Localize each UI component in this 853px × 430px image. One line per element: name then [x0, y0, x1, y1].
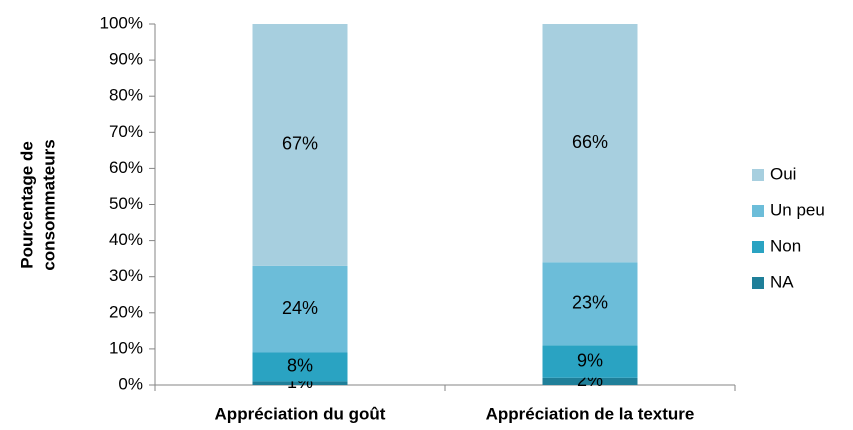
- bar-segment: [542, 377, 638, 385]
- data-label: 23%: [572, 293, 608, 313]
- legend-label: Un peu: [770, 200, 825, 219]
- y-axis-title-line: Pourcentage de: [17, 141, 36, 269]
- y-axis-title-line: consommateurs: [39, 139, 58, 270]
- legend-label: Oui: [770, 164, 796, 183]
- y-tick-label: 40%: [109, 230, 143, 249]
- bar-segment: [542, 262, 638, 346]
- data-label: 8%: [287, 356, 313, 376]
- bar-segment: [252, 24, 348, 266]
- bar-segment: [542, 24, 638, 263]
- legend-label: NA: [770, 272, 794, 291]
- bar-segment: [252, 265, 348, 353]
- data-label: 67%: [282, 134, 318, 154]
- y-tick-label: 80%: [109, 86, 143, 105]
- data-label: 9%: [577, 350, 603, 370]
- y-axis-title: Pourcentage de consommateurs: [17, 139, 58, 270]
- y-tick-label: 30%: [109, 266, 143, 285]
- data-label: 24%: [282, 298, 318, 318]
- legend-swatch: [752, 241, 764, 253]
- y-tick-label: 100%: [100, 13, 143, 32]
- x-tick-label: Appréciation du goût: [215, 404, 386, 423]
- y-tick-label: 20%: [109, 302, 143, 321]
- bar-segment: [542, 345, 638, 378]
- y-tick-label: 50%: [109, 194, 143, 213]
- y-tick-label: 0%: [118, 374, 143, 393]
- data-label: 66%: [572, 132, 608, 152]
- bar-segment: [252, 381, 348, 385]
- bar-segment: [252, 352, 348, 382]
- x-tick-label: Appréciation de la texture: [486, 404, 695, 423]
- y-tick-label: 90%: [109, 50, 143, 69]
- y-tick-label: 70%: [109, 122, 143, 141]
- legend-swatch: [752, 277, 764, 289]
- y-tick-label: 60%: [109, 158, 143, 177]
- y-tick-label: 10%: [109, 338, 143, 357]
- legend-swatch: [752, 169, 764, 181]
- legend-label: Non: [770, 236, 801, 255]
- legend-swatch: [752, 205, 764, 217]
